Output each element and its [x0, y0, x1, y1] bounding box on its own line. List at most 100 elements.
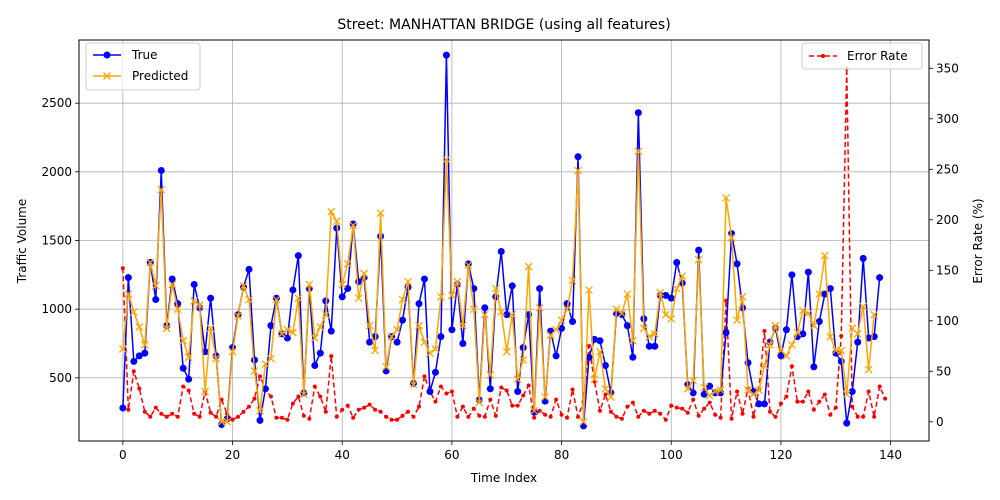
error-rate-point — [186, 388, 191, 393]
legend-predicted-label: Predicted — [132, 69, 188, 83]
error-rate-point — [822, 392, 827, 397]
x-tick-label: 20 — [225, 448, 240, 462]
predicted-point — [491, 284, 500, 293]
true-point — [854, 338, 862, 346]
predicted-point — [606, 393, 615, 402]
true-point — [826, 285, 834, 293]
true-point — [327, 327, 335, 335]
predicted-point — [469, 305, 478, 314]
chart-title: Street: MANHATTAN BRIDGE (using all feat… — [337, 17, 670, 33]
predicted-point — [530, 406, 539, 415]
predicted-point — [245, 295, 253, 304]
error-rate-point — [603, 392, 608, 397]
predicted-point — [415, 321, 423, 330]
true-point — [804, 268, 812, 276]
predicted-point — [447, 291, 456, 300]
y-tick-label: 500 — [49, 371, 72, 385]
true-point — [349, 220, 357, 228]
error-rate-point — [658, 411, 663, 416]
predicted-point — [239, 281, 248, 290]
predicted-point — [365, 321, 374, 330]
error-rate-point — [559, 412, 564, 417]
predicted-point — [157, 185, 166, 194]
predicted-point — [305, 280, 314, 289]
true-point — [130, 357, 138, 365]
error-rate-point — [142, 409, 147, 414]
true-point — [755, 400, 763, 408]
error-rate-point — [285, 417, 290, 422]
true-point — [157, 166, 165, 174]
error-rate-point — [795, 399, 800, 404]
error-rate-point — [488, 397, 493, 402]
true-point — [459, 339, 467, 347]
predicted-point — [738, 292, 747, 301]
predicted-point — [804, 309, 813, 318]
error-rate-point — [647, 411, 652, 416]
true-point — [399, 316, 407, 324]
error-rate-point — [499, 385, 504, 390]
true-point — [876, 274, 884, 282]
error-rate-point — [159, 411, 164, 416]
predicted-point — [360, 269, 369, 278]
predicted-point — [508, 310, 517, 319]
error-rate-point — [619, 416, 624, 421]
y2-tick-label: 250 — [936, 162, 959, 176]
legend-left: True Predicted — [85, 42, 201, 91]
true-point — [552, 352, 560, 360]
predicted-point — [568, 276, 577, 285]
predicted-point — [755, 386, 763, 395]
true-series — [119, 51, 884, 430]
predicted-point — [705, 391, 714, 400]
legend-right: Error Rate — [801, 42, 923, 70]
error-rate-point — [740, 411, 745, 416]
predicted-point — [771, 321, 780, 330]
predicted-point — [283, 325, 292, 334]
predicted-point — [354, 294, 363, 303]
error-rate-point — [197, 414, 202, 419]
error-rate-point — [811, 407, 816, 412]
true-point — [272, 294, 280, 302]
error-rate-point — [378, 409, 383, 414]
true-point — [810, 363, 818, 371]
legend-true-marker — [103, 51, 111, 59]
predicted-point — [612, 305, 621, 314]
error-rate-point — [389, 417, 394, 422]
error-rate-point — [230, 417, 235, 422]
true-point — [283, 334, 291, 342]
predicted-point — [700, 383, 709, 392]
predicted-point — [250, 367, 259, 375]
error-rate-point — [367, 402, 372, 407]
predicted-point — [749, 390, 758, 399]
x-axis-label: Time Index — [470, 471, 537, 485]
true-point — [185, 375, 193, 383]
error-rate-point — [614, 414, 619, 419]
true-point — [629, 353, 637, 361]
true-point — [843, 419, 851, 427]
error-rate-point — [866, 389, 871, 394]
predicted-point — [409, 380, 418, 389]
predicted-point — [212, 354, 221, 363]
true-point — [415, 300, 423, 308]
error-rate-point — [411, 414, 416, 419]
error-rate-point — [323, 409, 328, 414]
true-point — [420, 275, 428, 283]
error-rate-point — [444, 391, 449, 396]
error-rate-point — [526, 383, 531, 388]
predicted-point — [672, 284, 681, 293]
predicted-point — [689, 376, 698, 385]
true-point — [481, 304, 489, 312]
error-rate-point — [669, 403, 674, 408]
error-rate-point — [351, 415, 356, 420]
y2-tick-label: 350 — [936, 61, 959, 75]
predicted-point — [288, 328, 297, 337]
error-rate-point — [219, 397, 224, 402]
error-rate-point — [504, 388, 509, 393]
y-tick-label: 1500 — [41, 234, 72, 248]
true-point — [503, 311, 511, 319]
predicted-point — [376, 209, 385, 217]
true-point — [782, 326, 790, 334]
error-rate-point — [340, 407, 345, 412]
true-point — [596, 337, 604, 345]
predicted-point — [310, 334, 319, 342]
